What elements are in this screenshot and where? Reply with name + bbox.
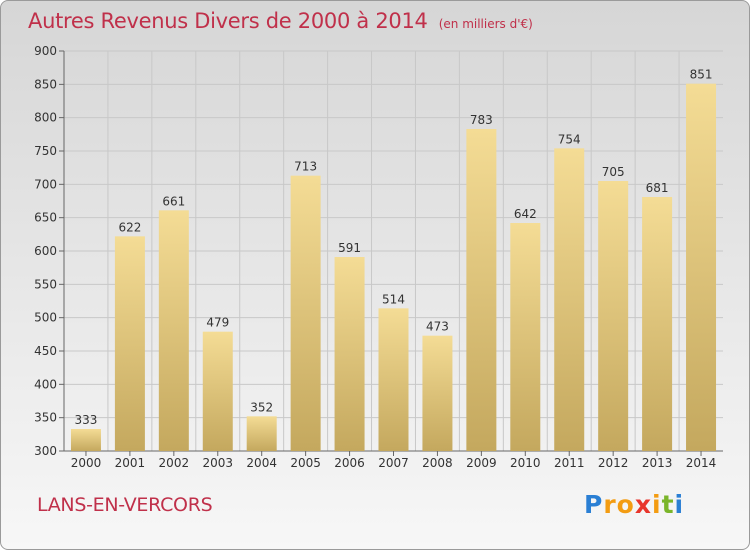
y-tick-label: 750 <box>34 144 57 158</box>
x-tick-label-2006: 2006 <box>334 456 365 470</box>
data-label-2014: 851 <box>690 68 713 82</box>
x-tick-label-2010: 2010 <box>510 456 541 470</box>
bar-2013 <box>642 197 673 451</box>
y-tick-label: 850 <box>34 77 57 91</box>
x-tick-label-2013: 2013 <box>642 456 673 470</box>
y-tick-label: 300 <box>34 444 57 458</box>
y-tick-label: 800 <box>34 111 57 125</box>
bar-2012 <box>598 181 629 451</box>
x-tick-label-2011: 2011 <box>554 456 585 470</box>
data-label-2007: 514 <box>382 292 405 306</box>
x-tick-label-2004: 2004 <box>246 456 277 470</box>
data-label-2000: 333 <box>75 413 98 427</box>
logo-letter: t <box>661 490 675 519</box>
bars <box>70 83 717 452</box>
logo-letter: P <box>584 490 604 519</box>
bar-2011 <box>554 148 585 452</box>
data-label-2003: 479 <box>206 316 229 330</box>
x-tick-label-2008: 2008 <box>422 456 453 470</box>
logo-letter: o <box>616 490 635 519</box>
bar-2007 <box>378 308 409 451</box>
x-tick-label-2014: 2014 <box>686 456 717 470</box>
data-label-2009: 783 <box>470 113 493 127</box>
bar-2002 <box>158 210 189 451</box>
bar-2009 <box>466 129 497 451</box>
y-tick-label: 650 <box>34 211 57 225</box>
data-label-2010: 642 <box>514 207 537 221</box>
data-label-2012: 705 <box>602 165 625 179</box>
proxiti-logo: Proxiti <box>584 490 684 519</box>
bar-2010 <box>510 223 541 451</box>
bar-2004 <box>246 416 277 451</box>
chart-title: Autres Revenus Divers de 2000 à 2014 <box>28 9 428 33</box>
y-tick-label: 600 <box>34 244 57 258</box>
bar-2014 <box>686 83 717 452</box>
x-tick-label-2009: 2009 <box>466 456 497 470</box>
data-label-2011: 754 <box>558 132 581 146</box>
logo-letter: i <box>674 490 685 519</box>
y-tick-label: 400 <box>34 377 57 391</box>
x-tick-label-2002: 2002 <box>159 456 190 470</box>
x-tick-label-2003: 2003 <box>202 456 233 470</box>
x-tick-label-2001: 2001 <box>115 456 146 470</box>
x-tick-label-2000: 2000 <box>71 456 102 470</box>
data-label-2001: 622 <box>118 220 141 234</box>
logo-letter: r <box>603 490 617 519</box>
bar-2008 <box>422 335 453 451</box>
y-tick-label: 500 <box>34 311 57 325</box>
location-label: LANS-EN-VERCORS <box>37 494 213 516</box>
logo-letter: x <box>634 490 652 519</box>
data-label-2013: 681 <box>646 181 669 195</box>
chart-header: Autres Revenus Divers de 2000 à 2014 (en… <box>28 9 533 33</box>
x-tick-label-2012: 2012 <box>598 456 629 470</box>
bar-2005 <box>290 175 321 451</box>
data-label-2006: 591 <box>338 241 361 255</box>
chart-subtitle: (en milliers d'€) <box>438 17 533 31</box>
x-tick-label-2007: 2007 <box>378 456 409 470</box>
logo-letter: i <box>652 490 662 519</box>
data-label-2008: 473 <box>426 320 449 334</box>
y-tick-label: 550 <box>34 277 57 291</box>
bar-2000 <box>70 429 101 451</box>
bar-2006 <box>334 257 365 451</box>
y-tick-label: 450 <box>34 344 57 358</box>
y-tick-label: 350 <box>34 411 57 425</box>
bar-2003 <box>202 331 233 451</box>
bar-2001 <box>114 236 145 451</box>
data-label-2004: 352 <box>250 400 273 414</box>
y-tick-label: 700 <box>34 177 57 191</box>
y-tick-label: 900 <box>34 44 57 58</box>
data-label-2005: 713 <box>294 160 317 174</box>
x-tick-label-2005: 2005 <box>290 456 321 470</box>
labels: 333 622 661 479 352 713 591 514 473 783 642 754 705 6… <box>75 68 713 427</box>
data-label-2002: 661 <box>162 194 185 208</box>
